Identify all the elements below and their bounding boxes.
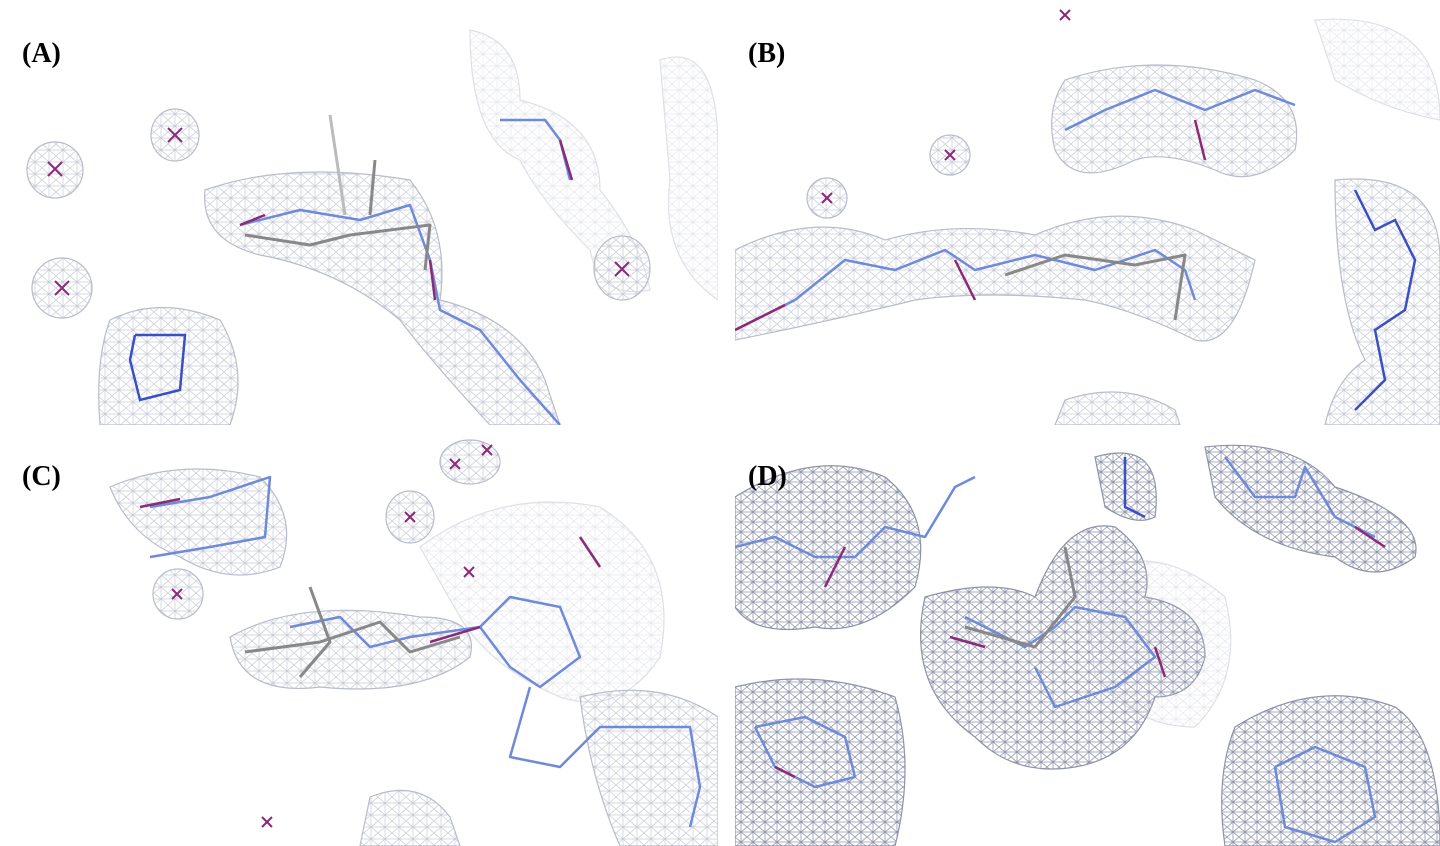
ligand-bond: [328, 114, 347, 216]
density-blob: [109, 468, 288, 576]
ligand-bond: [368, 159, 377, 216]
density-view: [109, 439, 718, 846]
bond: [774, 765, 796, 779]
bond: [578, 536, 602, 568]
bond: [1224, 456, 1376, 539]
bond: [964, 605, 1157, 709]
panel: (A): [0, 0, 718, 425]
density-blob: [735, 465, 922, 631]
bond: [128, 333, 187, 402]
density-blob: [1084, 560, 1232, 728]
panel: (B): [735, 0, 1440, 425]
bond: [735, 475, 976, 559]
bond: [149, 475, 272, 559]
bond: [1273, 745, 1377, 844]
density-blob: [735, 215, 1256, 342]
bond: [1123, 457, 1146, 519]
density-blob: [735, 678, 906, 846]
bond: [1153, 646, 1167, 678]
ligand-bond: [244, 620, 461, 654]
bond: [1354, 525, 1386, 549]
panel-label: (D): [748, 461, 787, 492]
bond: [949, 635, 986, 649]
ligand-bond: [244, 223, 432, 271]
bond: [735, 248, 1197, 332]
water: [47, 127, 630, 296]
bond: [429, 625, 481, 644]
density-blob: [204, 171, 561, 425]
panel: (D): [735, 437, 1440, 846]
bond: [139, 497, 181, 509]
bond: [953, 259, 977, 301]
bond: [1064, 88, 1296, 132]
panel-label: (C): [22, 461, 61, 492]
bond: [239, 213, 266, 227]
density-blob: [229, 609, 472, 690]
density-blob: [98, 307, 239, 425]
density-view: [26, 29, 718, 425]
density-blob: [579, 689, 718, 846]
panel: (C): [0, 437, 718, 846]
bond: [735, 303, 786, 332]
bond: [1193, 119, 1207, 161]
density-blob: [1054, 391, 1181, 425]
water: [821, 9, 1071, 204]
bond: [823, 546, 847, 588]
density-blob: [659, 56, 718, 301]
density-blob: [419, 501, 665, 703]
density-blob: [1221, 695, 1440, 846]
density-view: [735, 9, 1440, 425]
ligand-bond: [964, 546, 1077, 649]
density-blob: [469, 29, 651, 293]
panel-label: (B): [748, 38, 786, 69]
density-view: [735, 444, 1440, 846]
bond: [289, 595, 582, 689]
bond: [1353, 189, 1417, 411]
bond: [508, 686, 702, 828]
density-blob: [1324, 178, 1440, 425]
density-blob: [1204, 444, 1417, 573]
bond: [558, 139, 574, 181]
bond: [428, 259, 437, 301]
water: [171, 444, 493, 828]
panel-label: (A): [22, 38, 61, 69]
ligand-bond: [298, 586, 332, 678]
density-blob: [1314, 18, 1440, 121]
density-blob: [1051, 64, 1298, 178]
ligand-bond: [1004, 253, 1187, 321]
density-blob: [359, 789, 461, 846]
